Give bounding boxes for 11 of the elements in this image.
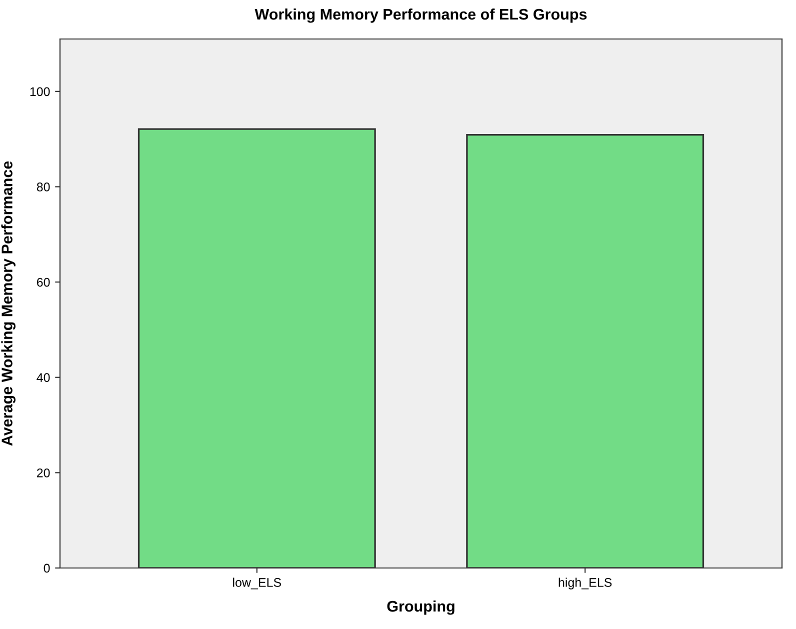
y-tick-label: 20 [37,468,50,478]
y-tick-label: 100 [30,87,50,96]
y-tick-label: 60 [37,278,50,287]
y-tick-label: 0 [44,564,50,573]
y-tick-label: 40 [36,373,50,382]
chart-title: Working Memory Performance of ELS Groups [254,8,587,23]
y-tick-label: 80 [36,182,50,192]
x-tick-label: low_ELS [233,578,282,590]
y-axis-title: Average Working Memory Performance [1,161,16,446]
x-tick-label: high_ELS [558,578,612,590]
x-axis-title: Grouping [387,600,454,615]
